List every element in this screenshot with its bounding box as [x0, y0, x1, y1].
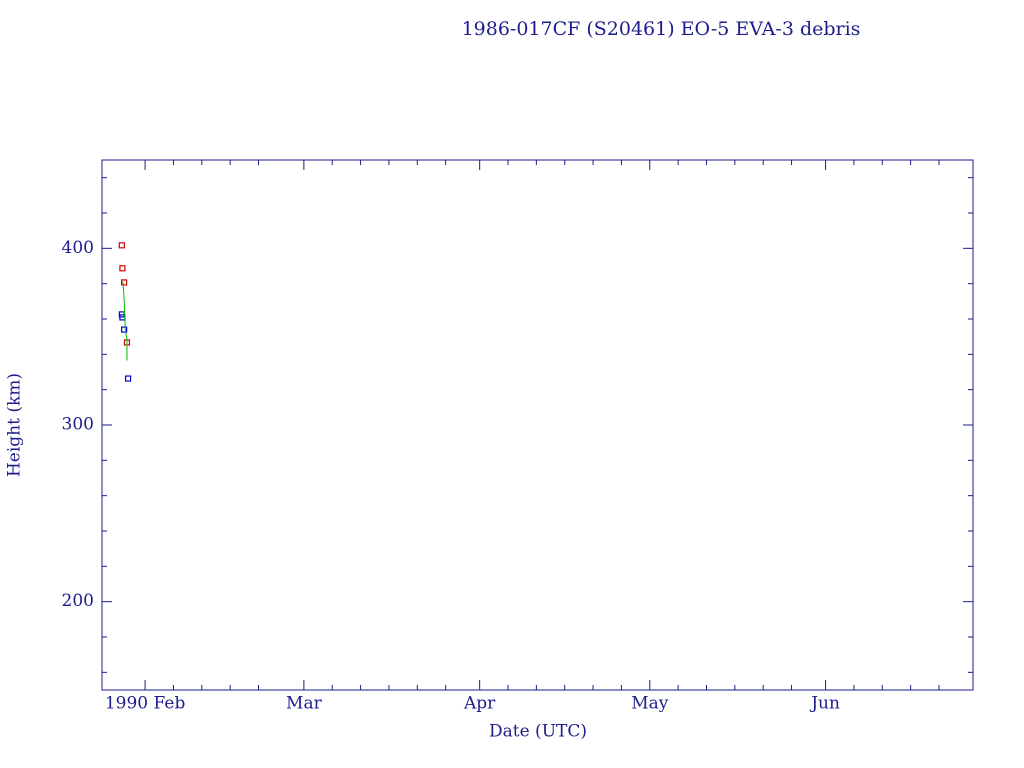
x-tick-label: Jun — [809, 694, 840, 714]
x-tick-label: May — [631, 694, 669, 714]
chart-title: 1986-017CF (S20461) EO-5 EVA-3 debris — [462, 18, 861, 40]
point — [118, 242, 125, 249]
y-tick-label: 300 — [62, 415, 94, 435]
point — [121, 279, 128, 286]
mean-line — [122, 281, 128, 361]
y-tick-label: 200 — [62, 591, 94, 611]
point — [121, 326, 128, 333]
point — [119, 265, 126, 272]
plot-frame — [101, 159, 974, 691]
x-tick-label: Mar — [286, 694, 323, 714]
x-axis-label: Date (UTC) — [489, 722, 587, 742]
y-axis-label: Height (km) — [5, 373, 25, 477]
y-tick-label: 400 — [62, 238, 94, 258]
x-tick-label: 1990 Feb — [105, 694, 186, 714]
point — [124, 375, 132, 382]
x-tick-label: Apr — [463, 694, 496, 714]
